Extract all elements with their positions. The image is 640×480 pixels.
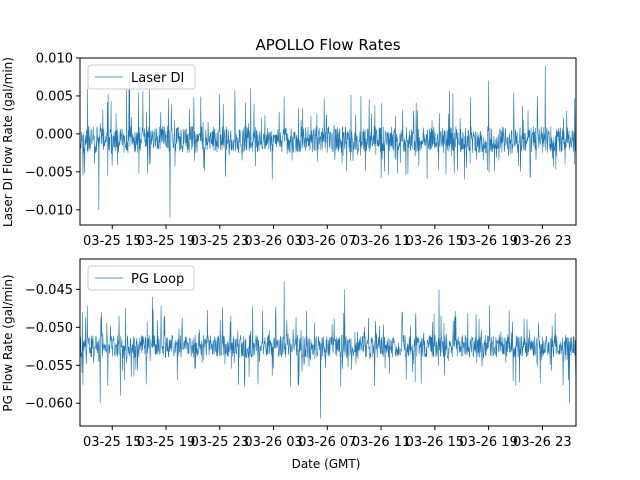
laser-di-x-tick-label: 03-26 07 — [298, 234, 356, 249]
laser-di-y-axis-title: Laser DI Flow Rate (gal/min) — [1, 57, 15, 227]
pg-loop-legend-box — [87, 265, 195, 291]
pg-loop-y-ticks: −0.045 −0.050 −0.055 −0.060 — [25, 283, 80, 412]
laser-di-x-tick-label: 03-25 15 — [83, 234, 141, 249]
laser-di-y-tick-label: 0.010 — [36, 52, 73, 67]
pg-loop-legend-label: PG Loop — [131, 272, 184, 287]
laser-di-x-tick-label: 03-25 23 — [191, 234, 249, 249]
pg-loop-x-tick-label: 03-26 11 — [352, 435, 410, 450]
laser-di-legend-box — [87, 64, 196, 90]
laser-di-y-ticks: 0.010 0.005 0.000 −0.005 −0.010 — [25, 52, 80, 218]
laser-di-x-tick-label: 03-25 19 — [137, 234, 195, 249]
laser-di-x-tick-label: 03-26 15 — [406, 234, 464, 249]
laser-di-y-tick-label: 0.005 — [36, 89, 73, 104]
laser-di-legend: Laser DI — [87, 64, 196, 90]
laser-di-y-tick-label: −0.010 — [25, 203, 73, 218]
pg-loop-x-tick-label: 03-26 03 — [244, 435, 302, 450]
pg-loop-x-tick-label: 03-25 15 — [83, 435, 141, 450]
pg-loop-y-tick-label: −0.045 — [25, 283, 73, 298]
laser-di-series-group — [79, 65, 577, 218]
pg-loop-x-tick-label: 03-25 19 — [137, 435, 195, 450]
laser-di-axes-frame — [79, 57, 577, 226]
pg-loop-axes-frame — [79, 258, 577, 427]
pg-loop-x-tick-label: 03-26 19 — [459, 435, 517, 450]
laser-di-legend-label: Laser DI — [131, 71, 184, 86]
pg-loop-y-tick-label: −0.060 — [25, 397, 73, 412]
pg-loop-y-tick-label: −0.050 — [25, 321, 73, 336]
laser-di-y-tick-label: 0.000 — [36, 127, 73, 142]
pg-loop-x-tick-label: 03-25 23 — [191, 435, 249, 450]
pg-loop-x-tick-label: 03-26 07 — [298, 435, 356, 450]
pg-loop-y-tick-label: −0.055 — [25, 359, 73, 374]
pg-loop-x-tick-label: 03-26 23 — [513, 435, 571, 450]
pg-loop-series-group — [79, 281, 577, 419]
laser-di-y-tick-label: −0.005 — [25, 165, 73, 180]
x-axis-title: Date (GMT) — [292, 457, 361, 471]
pg-loop-x-tick-label: 03-26 15 — [406, 435, 464, 450]
chart-title: APOLLO Flow Rates — [255, 36, 400, 54]
pg-loop-legend: PG Loop — [87, 265, 195, 291]
pg-loop-y-axis-title: PG Flow Rate (gal/min) — [1, 274, 15, 411]
laser-di-x-tick-label: 03-26 11 — [352, 234, 410, 249]
laser-di-x-tick-label: 03-26 19 — [459, 234, 517, 249]
pg-loop-series-line — [79, 281, 577, 419]
laser-di-x-tick-label: 03-26 03 — [244, 234, 302, 249]
laser-di-series-line — [79, 65, 577, 218]
laser-di-x-tick-label: 03-26 23 — [513, 234, 571, 249]
